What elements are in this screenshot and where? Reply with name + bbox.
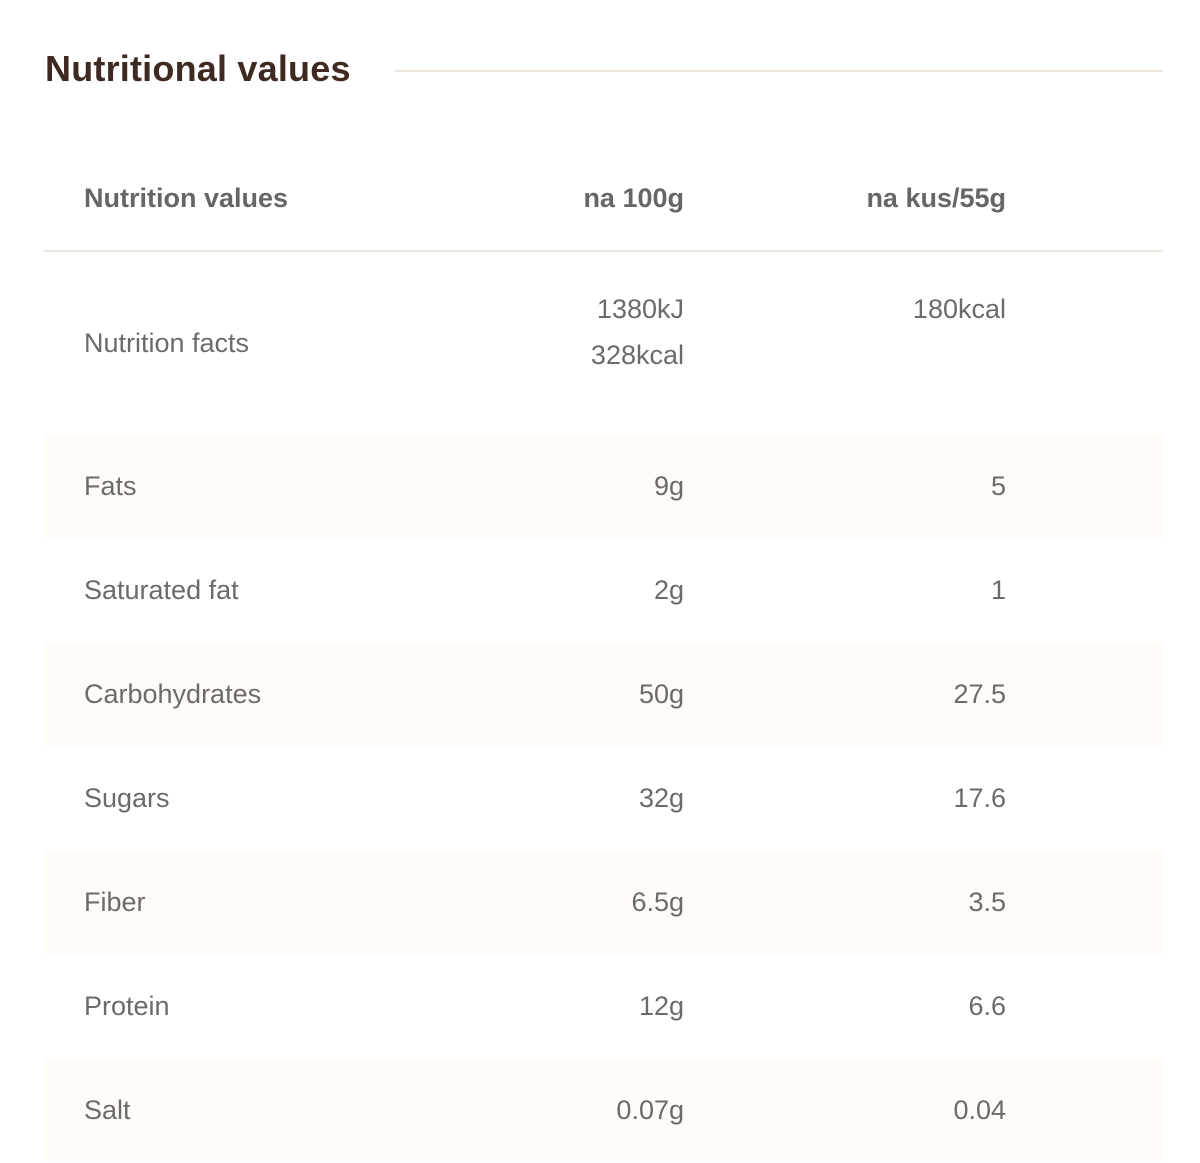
table-row-carbohydrates: Carbohydrates 50g 27.5 <box>44 642 1163 746</box>
per-piece-value: 6.6 <box>968 990 1006 1021</box>
per-100g-value: 32g <box>638 782 684 813</box>
table-row-salt: Salt 0.07g 0.04 <box>44 1058 1163 1162</box>
per-piece-value: 17.6 <box>953 782 1006 813</box>
column-header-spacer <box>1006 146 1163 252</box>
row-label: Fiber <box>44 850 444 954</box>
column-header-nutrition-values: Nutrition values <box>44 146 444 252</box>
per-piece-value: 27.5 <box>684 642 1006 746</box>
table-row-saturated-fat: Saturated fat 2g 1 <box>44 538 1163 642</box>
energy-per-piece-value: 180kcal <box>912 294 1006 324</box>
table-row-protein: Protein 12g 6.6 <box>44 954 1163 1058</box>
column-header-per-piece: na kus/55g <box>684 146 1006 252</box>
row-label: Protein <box>84 990 170 1021</box>
row-label: Salt <box>44 1058 444 1162</box>
row-label: Nutrition facts <box>84 327 250 358</box>
per-100g-value: 2g <box>653 574 684 605</box>
row-label: Carbohydrates <box>44 642 444 746</box>
per-piece-value: 1 <box>990 574 1006 605</box>
column-header-per-100g: na 100g <box>444 146 684 252</box>
row-spacer <box>1006 251 1163 434</box>
row-label: Sugars <box>84 782 170 813</box>
row-spacer <box>1006 434 1163 538</box>
energy-per-100g-cell: 1380kJ 328kcal <box>444 251 684 434</box>
energy-kcal-value: 328kcal <box>590 340 684 370</box>
per-100g-value: 50g <box>444 642 684 746</box>
row-spacer <box>1006 954 1163 1058</box>
per-100g-value: 12g <box>638 990 684 1021</box>
row-spacer <box>1006 1058 1163 1162</box>
energy-per-piece-cell: 180kcal <box>684 251 1006 434</box>
row-label: Fats <box>44 434 444 538</box>
per-100g-value: 9g <box>444 434 684 538</box>
table-row-sugars: Sugars 32g 17.6 <box>44 746 1163 850</box>
table-header-row: Nutrition values na 100g na kus/55g <box>44 146 1163 252</box>
row-spacer <box>1006 642 1163 746</box>
section-header: Nutritional values <box>45 42 1163 96</box>
table-row-energy: Nutrition facts 1380kJ 328kcal 180kcal <box>44 251 1163 434</box>
row-spacer <box>1006 850 1163 954</box>
row-spacer <box>1006 538 1163 642</box>
table-row-fats: Fats 9g 5 <box>44 434 1163 538</box>
per-piece-value: 0.04 <box>684 1058 1006 1162</box>
table-row-fiber: Fiber 6.5g 3.5 <box>44 850 1163 954</box>
per-100g-value: 6.5g <box>444 850 684 954</box>
per-piece-value: 3.5 <box>684 850 1006 954</box>
row-spacer <box>1006 746 1163 850</box>
nutrition-table: Nutrition values na 100g na kus/55g Nutr… <box>44 146 1163 1162</box>
per-100g-value: 0.07g <box>444 1058 684 1162</box>
per-piece-value: 5 <box>684 434 1006 538</box>
section-title: Nutritional values <box>45 48 351 89</box>
title-divider <box>394 70 1163 72</box>
energy-kj-value: 1380kJ <box>596 294 684 324</box>
row-label: Saturated fat <box>84 574 239 605</box>
